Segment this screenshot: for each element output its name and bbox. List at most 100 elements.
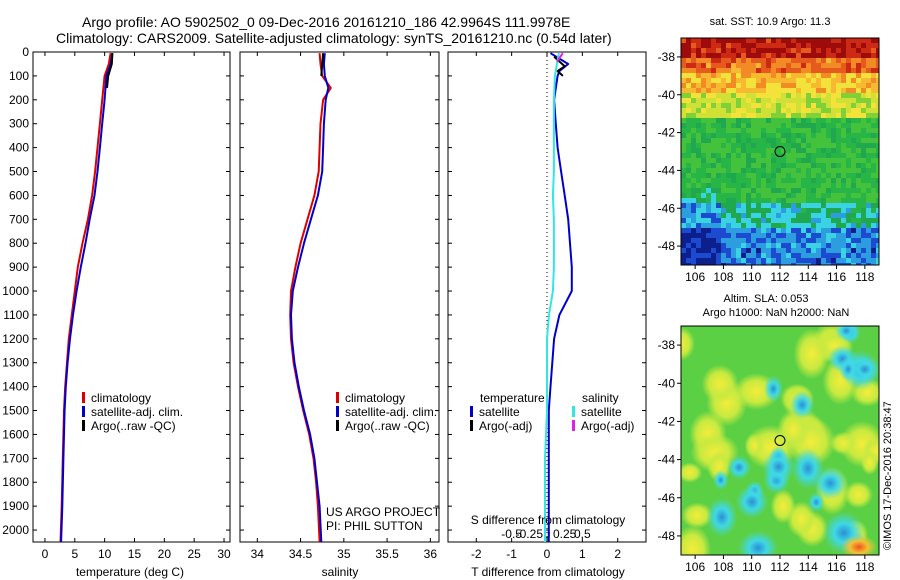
- sst-cell: [706, 248, 711, 253]
- sla-high: [793, 328, 830, 380]
- sst-cell: [816, 88, 821, 93]
- sst-cell: [836, 243, 841, 248]
- sst-cell: [826, 223, 831, 228]
- sst-cell: [871, 108, 876, 113]
- sst-cell: [876, 188, 879, 193]
- sst-cell: [761, 183, 766, 188]
- sst-cell: [746, 258, 751, 263]
- sst-cell: [876, 238, 879, 243]
- sst-cell: [756, 198, 761, 203]
- sst-cell: [806, 53, 811, 58]
- sst-cell: [761, 153, 766, 158]
- sst-cell: [791, 243, 796, 248]
- sst-cell: [721, 73, 726, 78]
- sst-cell: [816, 63, 821, 68]
- sst-cell: [871, 233, 876, 238]
- sst-cell: [751, 248, 756, 253]
- sst-cell: [726, 48, 731, 53]
- sst-cell: [681, 228, 686, 233]
- sst-cell: [806, 163, 811, 168]
- sst-cell: [736, 153, 741, 158]
- sst-cell: [706, 113, 711, 118]
- sst-cell: [786, 228, 791, 233]
- sst-cell: [786, 198, 791, 203]
- sst-cell: [796, 88, 801, 93]
- sst-heatmap: [681, 38, 879, 265]
- sst-cell: [786, 173, 791, 178]
- sst-cell: [786, 38, 791, 43]
- sst-cell: [846, 228, 851, 233]
- sst-cell: [806, 68, 811, 73]
- sst-cell: [766, 113, 771, 118]
- sst-cell: [711, 168, 716, 173]
- sst-cell: [851, 58, 856, 63]
- sst-cell: [761, 248, 766, 253]
- sst-cell: [861, 213, 866, 218]
- sst-cell: [776, 83, 781, 88]
- sst-cell: [726, 158, 731, 163]
- sst-cell: [871, 228, 876, 233]
- sst-cell: [871, 53, 876, 58]
- sst-cell: [806, 73, 811, 78]
- depth-tick-label: 200: [9, 93, 29, 107]
- sst-cell: [741, 163, 746, 168]
- sst-cell: [836, 183, 841, 188]
- sst-cell: [836, 73, 841, 78]
- sst-cell: [746, 53, 751, 58]
- sst-cell: [806, 113, 811, 118]
- sst-cell: [846, 163, 851, 168]
- sst-cell: [756, 173, 761, 178]
- sst-cell: [826, 213, 831, 218]
- sst-cell: [771, 193, 776, 198]
- depth-tick-label: 1500: [2, 404, 29, 418]
- sst-cell: [831, 163, 836, 168]
- sla-low: [706, 497, 738, 537]
- sst-cell: [851, 133, 856, 138]
- sst-cell: [701, 223, 706, 228]
- sst-cell: [811, 178, 816, 183]
- sst-cell: [851, 123, 856, 128]
- sst-cell: [736, 188, 741, 193]
- sst-cell: [856, 83, 861, 88]
- sst-cell: [811, 198, 816, 203]
- sst-cell: [806, 233, 811, 238]
- sst-cell: [771, 168, 776, 173]
- sst-cell: [736, 113, 741, 118]
- sst-cell: [811, 123, 816, 128]
- sst-cell: [716, 148, 721, 153]
- sst-cell: [681, 173, 686, 178]
- sst-cell: [681, 238, 686, 243]
- sst-cell: [831, 123, 836, 128]
- legend-item-argo: Argo(..raw -QC): [82, 419, 183, 433]
- secondary-x-tick-label: -0.5: [501, 527, 522, 541]
- sst-cell: [716, 243, 721, 248]
- sst-cell: [856, 108, 861, 113]
- sst-cell: [746, 118, 751, 123]
- sst-cell: [836, 68, 841, 73]
- sst-cell: [856, 203, 861, 208]
- sst-cell: [761, 58, 766, 63]
- sst-cell: [771, 118, 776, 123]
- sst-cell: [746, 223, 751, 228]
- sst-cell: [851, 113, 856, 118]
- sst-cell: [796, 113, 801, 118]
- sst-cell: [816, 158, 821, 163]
- sst-cell: [816, 178, 821, 183]
- sst-cell: [701, 213, 706, 218]
- sst-cell: [711, 143, 716, 148]
- sst-cell: [821, 198, 826, 203]
- sst-cell: [691, 58, 696, 63]
- sst-cell: [876, 208, 879, 213]
- sst-cell: [711, 248, 716, 253]
- sst-cell: [806, 158, 811, 163]
- sla-low: [713, 470, 729, 490]
- sst-cell: [696, 63, 701, 68]
- sst-cell: [856, 53, 861, 58]
- sst-cell: [771, 78, 776, 83]
- sst-cell: [851, 138, 856, 143]
- sst-cell: [876, 198, 879, 203]
- sst-cell: [731, 148, 736, 153]
- sst-cell: [741, 218, 746, 223]
- sst-cell: [756, 208, 761, 213]
- sst-cell: [681, 58, 686, 63]
